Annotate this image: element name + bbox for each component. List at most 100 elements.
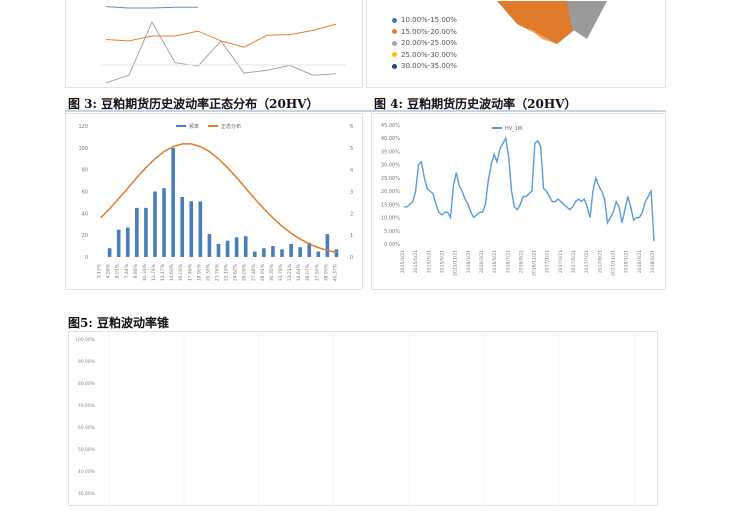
x-tick-label: 3.15% [97,263,103,278]
x-tick-label: 14.60% [169,263,175,281]
y-tick-label: 0.00% [384,242,400,248]
top-left-chart-panel [65,0,363,88]
x-tick-label: 2018/1/21 [624,250,630,273]
y-tick-label: 5.00% [384,229,400,235]
x-tick-label: 31.78% [278,263,284,281]
legend-line-icon [492,127,502,129]
x-tick-label: 38.93% [323,263,329,281]
y-tick-label: 30.00% [78,491,96,497]
x-tick-label: 20.33% [205,263,211,281]
x-tick-label: 2016/5/21 [492,250,498,273]
histogram-bar [198,201,203,257]
x-tick-label: 2015/3/21 [400,250,406,273]
legend-label: HV_1M [505,126,522,132]
x-tick-label: 28.91% [260,263,266,281]
histogram-bar [189,201,194,257]
x-tick-label: 7.44% [124,263,130,278]
x-tick-label: 2017/9/21 [597,250,603,273]
hv-line [404,136,655,242]
legend-label: 25.00%-30.00% [401,50,457,59]
legend-label: 20.00%-25.00% [401,39,457,47]
x-tick-label: 4.58% [106,263,112,278]
x-tick-label: 24.62% [233,263,239,281]
x-tick-label: 27.48% [251,263,257,281]
figure4-caption: 图 4: 豆粕期货历史波动率（20HV） [374,97,577,111]
legend-bar-icon [176,125,186,127]
legend-label: 正态分布 [221,123,241,130]
y-tick-label: 50.00% [78,447,96,453]
histogram-bar [153,191,157,257]
volatility-distribution-chart: 0 20 40 60 80 100 120 0 1 2 3 4 5 6 3.15% 4.58% 6.01% 7.4… [78,123,353,281]
histogram-bar [307,242,312,257]
volatility-cone-chart: 100.00% 90.00% 80.00% 70.00% 60.00% 50.00% 40.… [75,332,635,507]
legend-item: 30.00%-35.00% [392,62,457,70]
y-tick-label: 60 [82,190,88,196]
x-tick-label: 2017/7/21 [584,250,590,273]
y-tick-label: 45.00% [381,123,400,129]
histogram-bar [243,236,248,257]
y-tick-label: 80.00% [78,381,96,387]
legend-dot-icon [392,29,397,34]
x-tick-label: 2018/3/21 [637,250,643,273]
x-tick-label: 33.21% [287,263,293,281]
y-tick-label: 80 [82,168,88,174]
x-tick-label: 26.05% [242,263,248,281]
x-tick-label: 30.35% [269,263,275,281]
line-series [105,23,337,48]
x-tick-label: 40.37% [332,263,338,281]
x-tick-label: 21.76% [215,263,221,281]
y-tick-label: 15.00% [381,202,400,208]
y-tick-label: 40.00% [381,136,400,142]
y-tick-label: 20 [82,233,88,239]
surface-legend: 10.00%-15.00% 15.00%-20.00% 20.00%-25.00… [392,16,457,70]
top-left-line-chart [101,6,346,84]
y-tick-label: 35.00% [381,149,400,155]
histogram-bar [325,234,330,257]
x-tick-label: 2016/7/21 [505,250,511,273]
x-tick-label: 2015/5/21 [413,250,419,273]
histogram-bar [225,240,230,257]
x-tick-label: 37.50% [314,263,320,281]
histogram-bar [107,248,112,257]
x-tick-label: 2015/9/21 [439,250,445,273]
histogram-bar [180,196,185,257]
x-tick-label: 17.46% [187,263,193,281]
y2-tick-label: 2 [350,211,353,217]
surface-orange [497,1,582,44]
x-tick-label: 6.01% [115,263,121,278]
y-tick-label: 0 [85,255,88,261]
legend-label: 15.00%-20.00% [401,27,457,36]
histogram-bar [125,227,130,257]
legend-item: 25.00%-30.00% [392,51,457,59]
legend-item: 10.00%-15.00% [392,16,457,24]
histogram-bar [144,207,148,257]
top-right-chart-panel: 10.00%-15.00% 15.00%-20.00% 20.00%-25.00… [366,0,666,88]
caption-divider [65,110,666,112]
surface-light [527,27,557,44]
y-tick-label: 60.00% [78,425,96,431]
normal-curve [100,143,337,254]
legend-label: 30.00%-35.00% [401,62,457,70]
legend-item: 20.00%-25.00% [392,39,457,47]
histogram-bar [316,251,321,257]
histogram-bar [280,249,284,257]
y-tick-label: 100 [78,146,88,152]
x-tick-label: 2016/3/21 [479,250,485,273]
figure3-caption: 图 3: 豆粕期货历史波动率正态分布（20HV） [68,97,319,111]
x-tick-label: 2017/3/21 [558,250,564,273]
histogram-bar [234,237,239,257]
y-tick-label: 25.00% [381,176,400,182]
histogram-bar [135,207,139,257]
histogram-bar [298,247,302,257]
x-tick-label: 2015/11/21 [453,250,459,276]
figure3-chart-panel: 0 20 40 60 80 100 120 0 1 2 3 4 5 6 3.15% 4.58% 6.01% 7.4… [65,113,363,290]
x-tick-label: 2017/1/21 [545,250,551,273]
x-tick-label: 2017/5/21 [571,250,577,273]
y-tick-label: 20.00% [381,189,400,195]
figure4-chart-panel: 0.00% 5.00% 10.00% 15.00% 20.00% 25.00% 30.00%… [371,113,666,290]
x-tick-label: 23.19% [224,263,230,281]
histogram-bar [289,243,293,257]
y-tick-label: 10.00% [381,216,400,222]
line-series [105,20,337,84]
y2-tick-label: 0 [350,255,353,261]
